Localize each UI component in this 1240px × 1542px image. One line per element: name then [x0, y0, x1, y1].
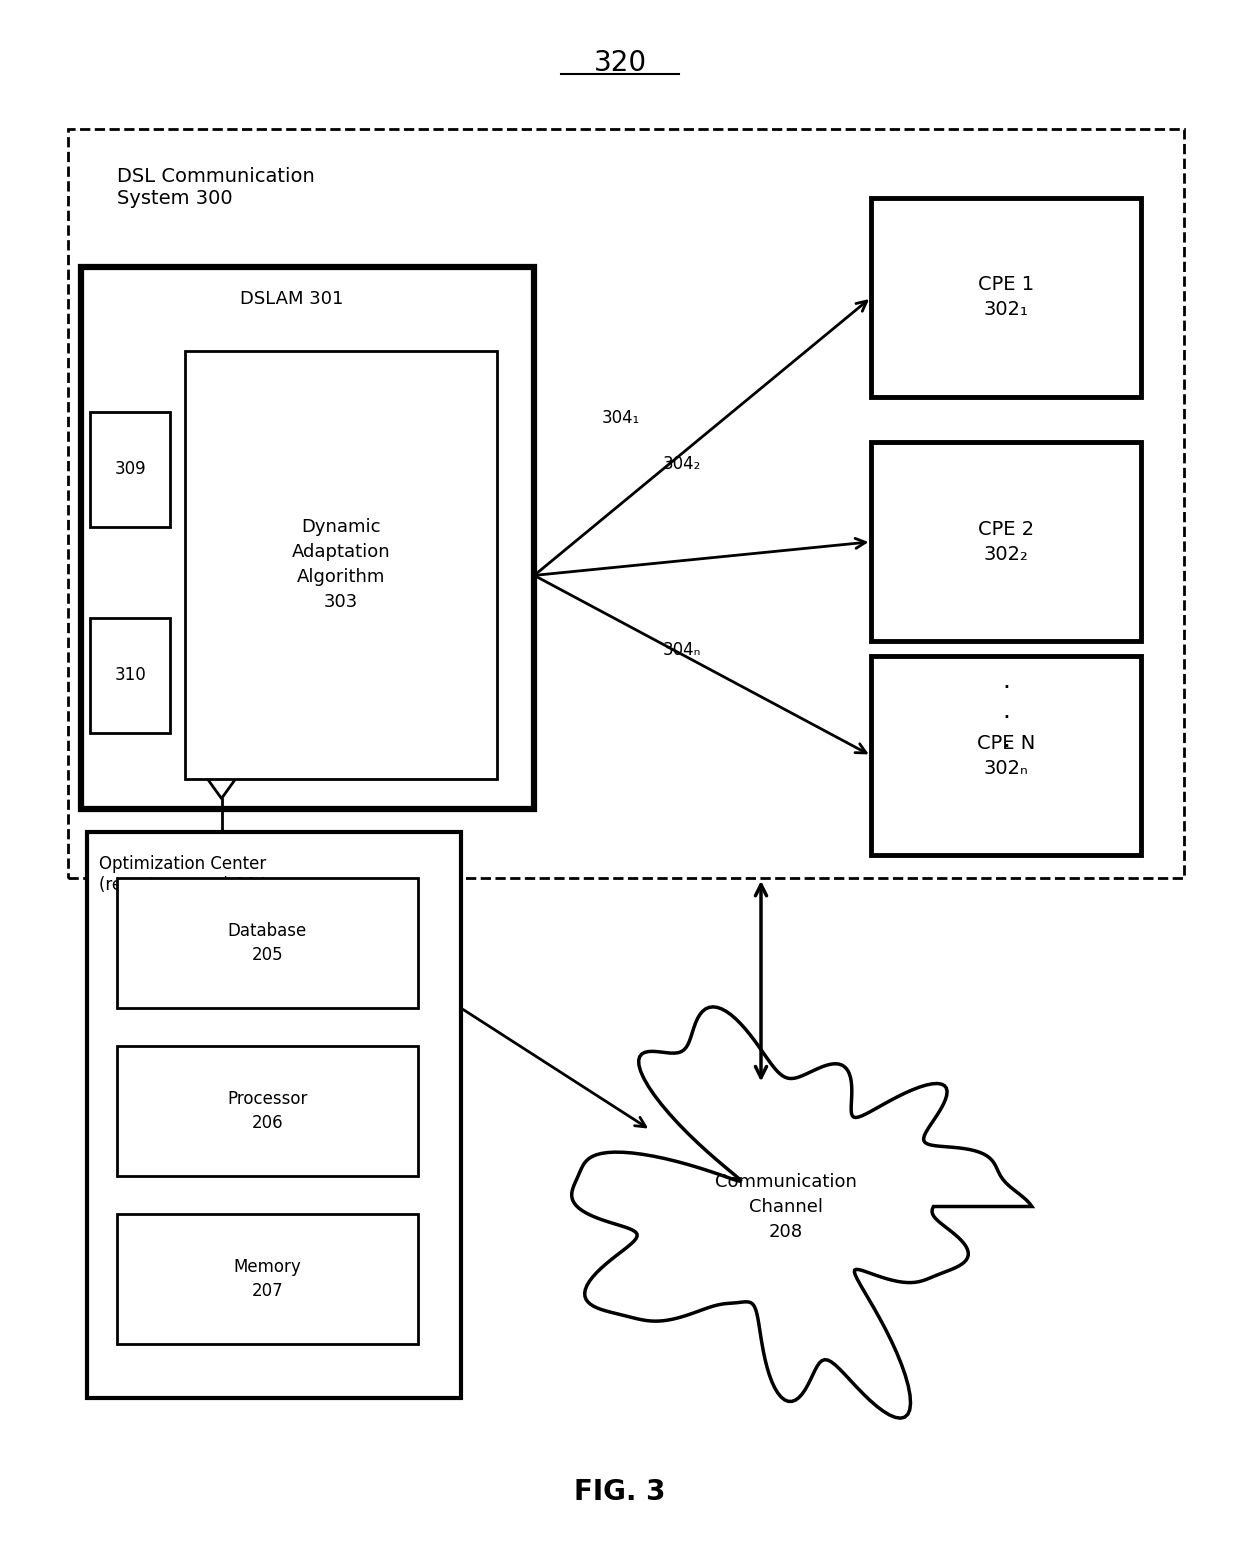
Bar [118, 1214, 418, 1345]
Text: CPE 1
302₁: CPE 1 302₁ [978, 276, 1034, 319]
Text: Database
205: Database 205 [228, 922, 308, 964]
Text: 309: 309 [114, 460, 146, 478]
Text: 320: 320 [594, 49, 646, 77]
Text: DSL Communication
System 300: DSL Communication System 300 [118, 168, 315, 208]
Text: FIG. 3: FIG. 3 [574, 1479, 666, 1507]
Bar [118, 1045, 418, 1177]
Bar [872, 443, 1141, 641]
Text: Dynamic
Adaptation
Algorithm
303: Dynamic Adaptation Algorithm 303 [291, 518, 391, 611]
Bar [872, 657, 1141, 856]
Text: Optimization Center
(remote server) 204: Optimization Center (remote server) 204 [99, 856, 267, 894]
Bar [872, 197, 1141, 396]
Text: ·
·
·: · · · [1002, 675, 1011, 759]
Text: CPE 2
302₂: CPE 2 302₂ [978, 520, 1034, 564]
Text: DSLAM 301: DSLAM 301 [239, 290, 343, 308]
Text: CPE N
302ₙ: CPE N 302ₙ [977, 734, 1035, 777]
Text: Processor
206: Processor 206 [227, 1090, 308, 1132]
Bar [91, 412, 170, 526]
Polygon shape [572, 1007, 1032, 1419]
Text: 304₂: 304₂ [663, 455, 702, 473]
Text: 304ₙ: 304ₙ [663, 641, 702, 660]
Text: Memory
207: Memory 207 [233, 1258, 301, 1300]
Bar [185, 350, 497, 779]
Text: 310: 310 [114, 666, 146, 685]
Text: Communication
Channel
208: Communication Channel 208 [714, 1172, 857, 1240]
Bar [68, 130, 1184, 877]
Bar [118, 877, 418, 1008]
Bar [81, 267, 534, 810]
Bar [91, 618, 170, 732]
Text: 304₁: 304₁ [601, 409, 640, 427]
Bar [87, 833, 460, 1397]
